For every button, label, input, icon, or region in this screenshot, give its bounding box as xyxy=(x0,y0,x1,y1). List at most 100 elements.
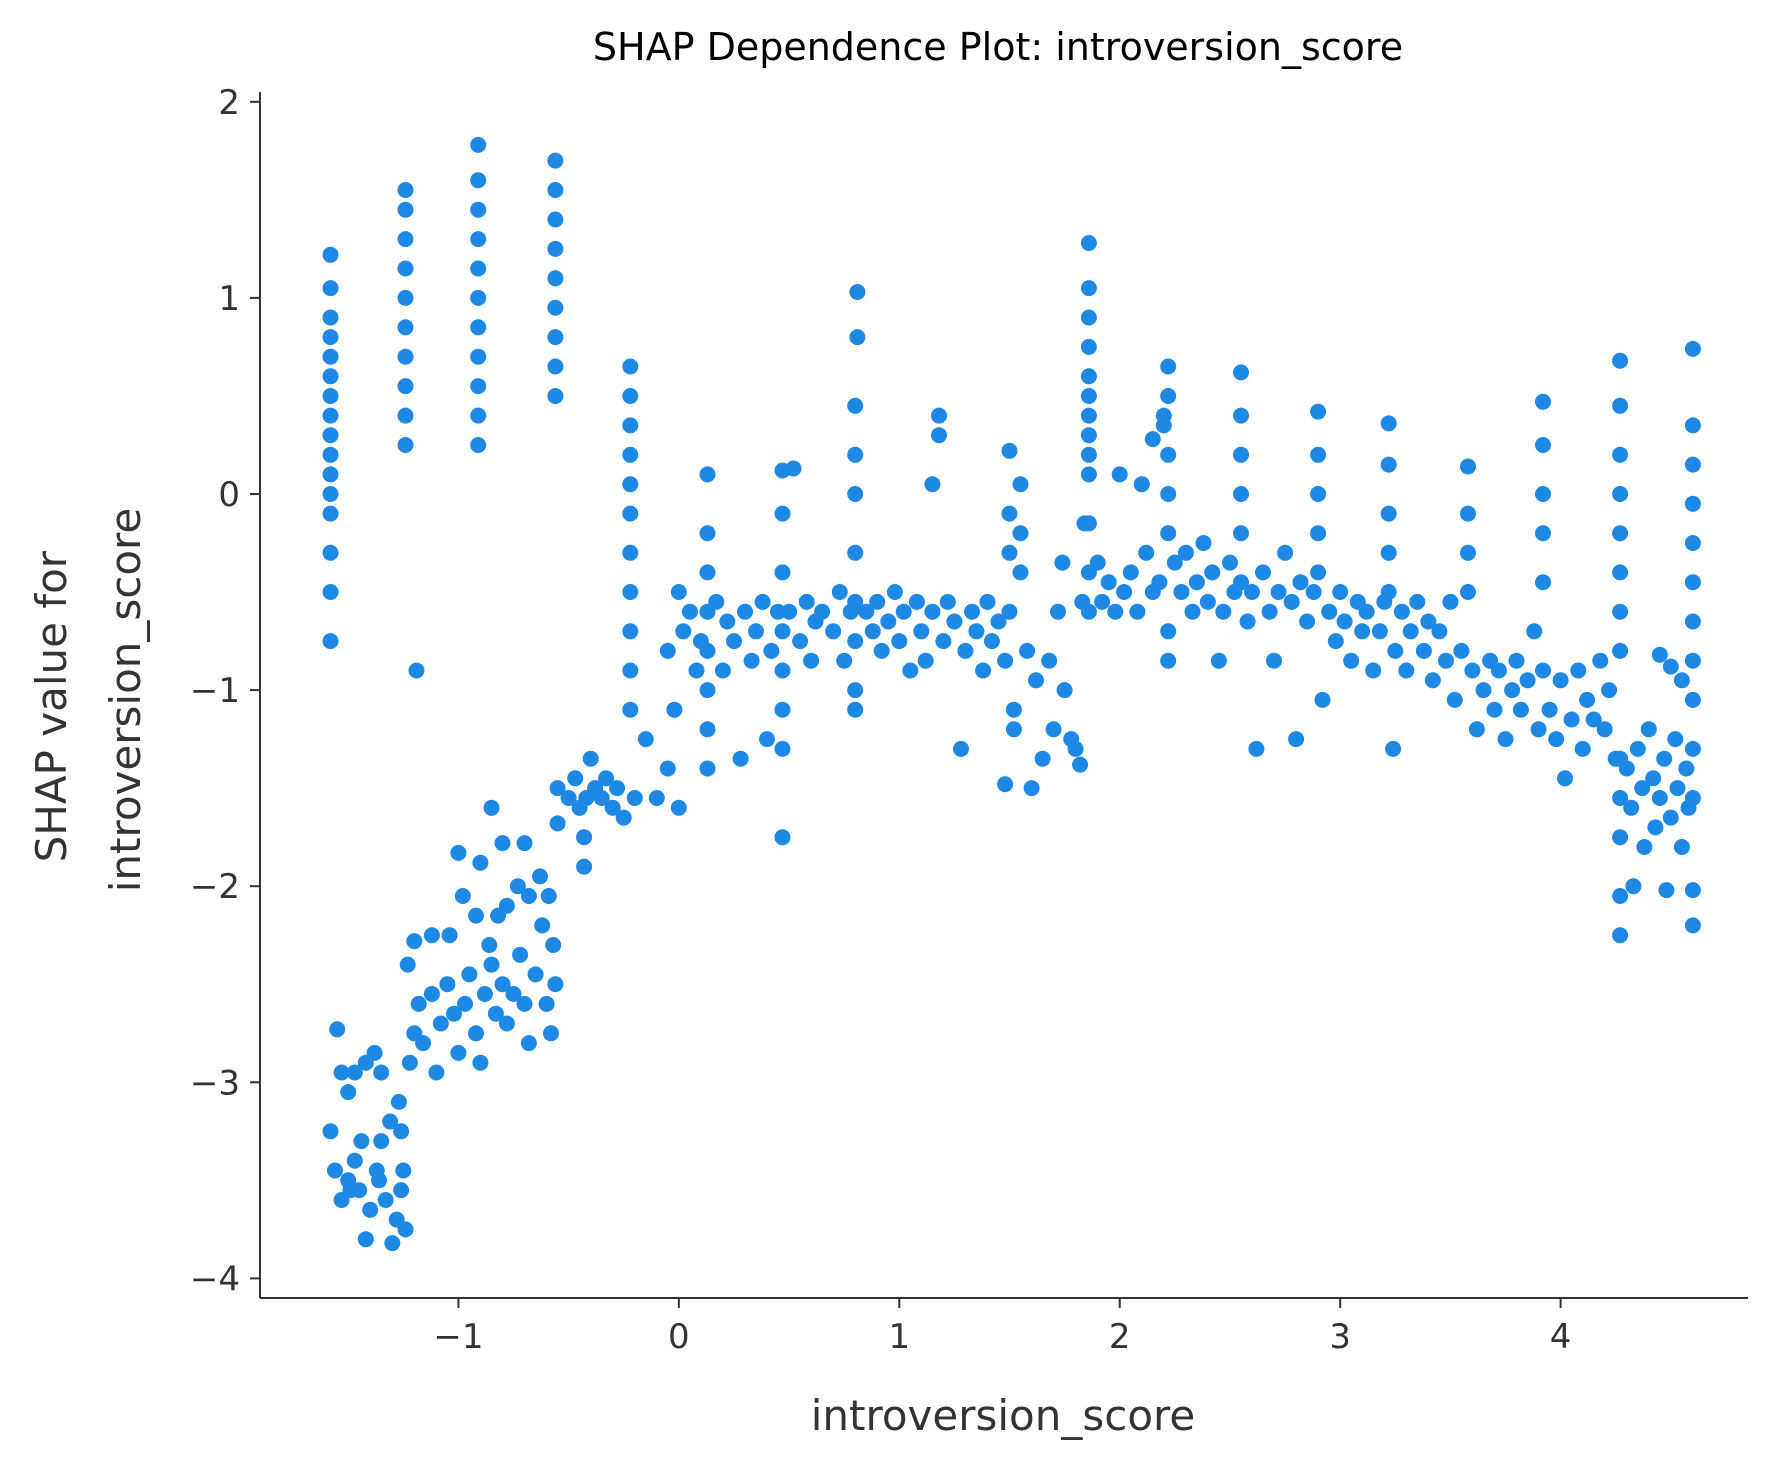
scatter-point xyxy=(1431,623,1448,640)
scatter-point xyxy=(1504,682,1521,699)
scatter-point xyxy=(362,1201,379,1218)
scatter-point xyxy=(322,246,339,263)
scatter-point xyxy=(1684,917,1701,934)
scatter-point xyxy=(1100,574,1117,591)
scatter-point xyxy=(964,603,980,620)
scatter-point xyxy=(622,446,639,463)
scatter-point xyxy=(774,740,791,757)
scatter-point xyxy=(1080,407,1097,424)
scatter-point xyxy=(1239,613,1256,630)
scatter-point xyxy=(547,329,564,346)
scatter-point xyxy=(481,937,498,953)
scatter-point xyxy=(759,731,775,748)
scatter-point xyxy=(494,976,511,993)
scatter-point xyxy=(322,368,339,385)
scatter-point xyxy=(836,652,853,669)
scatter-point xyxy=(774,505,791,522)
scatter-point xyxy=(1468,721,1485,738)
scatter-point xyxy=(1387,642,1404,659)
y-axis-title-line-2: introversion_score xyxy=(101,508,150,892)
scatter-point xyxy=(1380,584,1397,600)
scatter-point xyxy=(931,407,947,424)
scatter-point xyxy=(547,240,564,257)
scatter-point xyxy=(397,378,414,395)
scatter-point xyxy=(622,623,639,640)
scatter-point xyxy=(470,289,487,306)
scatter-point xyxy=(1475,682,1492,699)
y-tick-label: −1 xyxy=(190,671,240,711)
scatter-point xyxy=(598,770,615,787)
scatter-point xyxy=(1001,442,1018,459)
scatter-point xyxy=(393,1123,410,1140)
scatter-point xyxy=(1380,456,1397,473)
scatter-point xyxy=(340,1084,357,1101)
scatter-point xyxy=(770,603,786,620)
scatter-point xyxy=(373,1133,390,1150)
scatter-point xyxy=(1579,691,1596,708)
scatter-point xyxy=(798,593,815,610)
scatter-point xyxy=(1380,505,1397,522)
scatter-point xyxy=(1233,407,1249,424)
scatter-point xyxy=(1678,760,1695,777)
scatter-point xyxy=(792,633,809,650)
scatter-point xyxy=(1669,780,1686,797)
scatter-point xyxy=(470,201,487,218)
scatter-point xyxy=(847,682,864,699)
scatter-point xyxy=(432,1015,449,1032)
scatter-point xyxy=(774,623,791,640)
scatter-point xyxy=(1464,662,1481,679)
scatter-point xyxy=(1160,623,1177,640)
scatter-point xyxy=(895,603,912,620)
scatter-point xyxy=(1080,235,1097,251)
scatter-point xyxy=(450,844,467,861)
y-tick-label: −2 xyxy=(190,867,240,907)
scatter-point xyxy=(1570,662,1587,679)
scatter-point xyxy=(1080,388,1097,404)
x-tick-label: 3 xyxy=(1329,1317,1351,1357)
scatter-point xyxy=(534,917,551,934)
scatter-point xyxy=(1054,554,1071,571)
scatter-point xyxy=(615,809,632,826)
scatter-point xyxy=(847,544,864,561)
scatter-point xyxy=(670,584,687,600)
scatter-point xyxy=(748,623,764,640)
scatter-point xyxy=(322,309,339,326)
scatter-point xyxy=(410,995,427,1012)
scatter-point xyxy=(415,1035,432,1052)
scatter-point xyxy=(983,633,1000,650)
scatter-point xyxy=(864,623,881,640)
scatter-point xyxy=(1255,564,1271,581)
scatter-point xyxy=(1535,525,1551,542)
scatter-points xyxy=(322,136,1701,1252)
y-axis-title-line-1: SHAP value for xyxy=(27,550,76,862)
scatter-point xyxy=(847,701,864,718)
scatter-point xyxy=(714,662,731,679)
scatter-point xyxy=(498,1015,515,1032)
scatter-point xyxy=(924,603,941,620)
scatter-point xyxy=(1629,740,1646,757)
scatter-point xyxy=(1612,888,1629,904)
scatter-point xyxy=(1541,701,1558,718)
scatter-point xyxy=(831,584,848,600)
scatter-point xyxy=(547,358,564,375)
scatter-point xyxy=(1612,564,1629,581)
scatter-point xyxy=(785,460,802,477)
scatter-point xyxy=(1684,652,1701,669)
scatter-point xyxy=(1321,603,1338,620)
scatter-point xyxy=(397,260,414,277)
scatter-point xyxy=(1662,658,1679,675)
scatter-point xyxy=(997,652,1014,669)
scatter-point xyxy=(1343,652,1360,669)
scatter-point xyxy=(470,437,487,453)
scatter-point xyxy=(754,593,771,610)
scatter-point xyxy=(322,348,339,365)
scatter-point xyxy=(1005,701,1022,718)
scatter-point xyxy=(1041,652,1058,669)
scatter-point xyxy=(1332,584,1349,600)
scatter-point xyxy=(953,740,969,757)
scatter-point xyxy=(1288,731,1305,748)
scatter-point xyxy=(622,701,639,718)
scatter-point xyxy=(395,1162,412,1179)
scatter-point xyxy=(622,358,639,375)
